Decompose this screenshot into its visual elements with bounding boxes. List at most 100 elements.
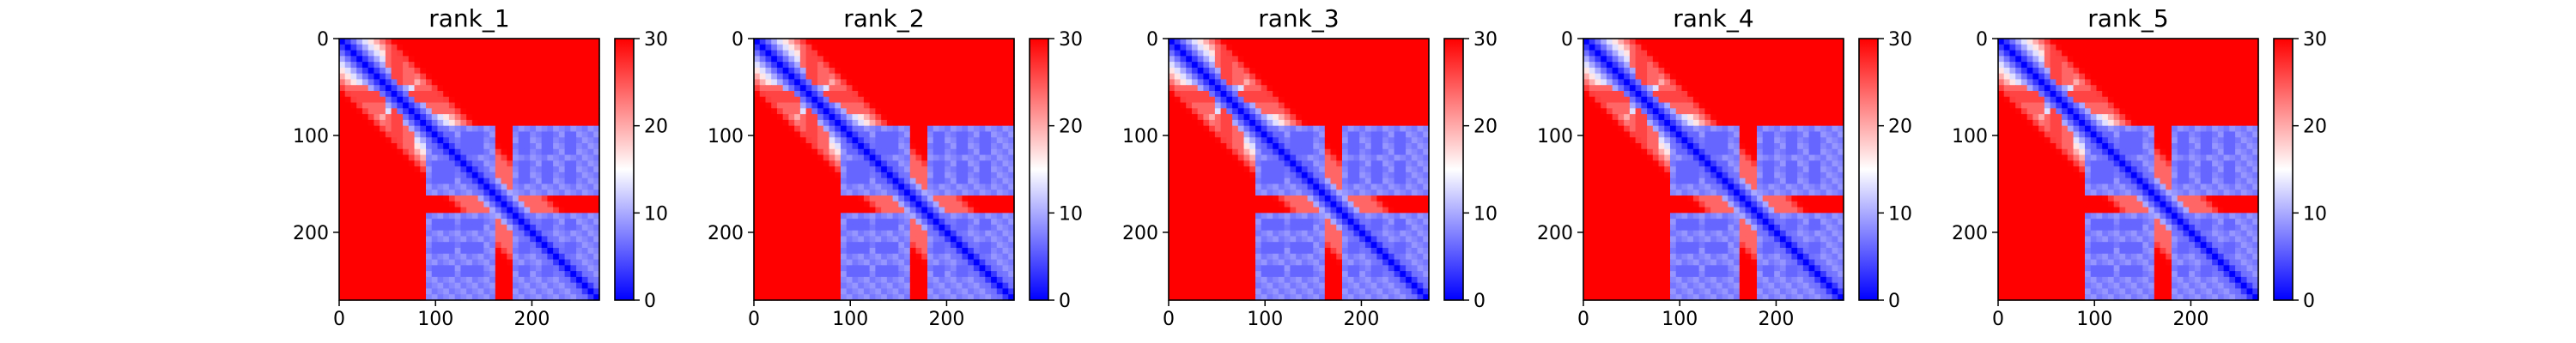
heatmap-cell: [956, 125, 963, 133]
heatmap-cell: [892, 201, 899, 208]
heatmap-cell: [933, 276, 940, 284]
heatmap-cell: [915, 224, 922, 232]
heatmap-cell: [835, 276, 841, 284]
heatmap-cell: [1296, 119, 1303, 127]
x-tick-label: 200: [513, 309, 550, 330]
heatmap-cell: [1307, 143, 1314, 150]
heatmap-cell: [431, 102, 439, 109]
heatmap-cell: [863, 271, 871, 278]
heatmap-cell: [483, 114, 490, 121]
heatmap-cell: [1342, 96, 1349, 104]
heatmap-cell: [466, 172, 473, 179]
heatmap-cell: [489, 259, 496, 266]
heatmap-cell: [547, 271, 554, 278]
heatmap-cell: [852, 108, 859, 115]
heatmap-cell: [829, 259, 835, 266]
heatmap-cell: [495, 288, 502, 295]
heatmap-cell: [909, 131, 917, 138]
heatmap-cell: [794, 172, 801, 179]
heatmap-cell: [1169, 67, 1176, 75]
heatmap-cell: [875, 73, 882, 81]
heatmap-cell: [863, 294, 871, 301]
heatmap-cell: [846, 230, 854, 238]
heatmap-cell: [385, 137, 392, 144]
heatmap-cell: [448, 50, 456, 57]
heatmap-cell: [1301, 125, 1309, 133]
heatmap-cell: [956, 154, 963, 161]
heatmap-cell: [443, 236, 450, 243]
heatmap-cell: [915, 265, 922, 272]
heatmap-cell: [829, 207, 835, 214]
heatmap-cell: [858, 143, 865, 150]
heatmap-cell: [1243, 85, 1250, 92]
heatmap-cell: [1278, 56, 1285, 63]
heatmap-cell: [985, 62, 992, 69]
heatmap-cell: [909, 79, 917, 86]
heatmap-cell: [754, 148, 761, 156]
heatmap-cell: [904, 288, 911, 295]
heatmap-cell: [1353, 114, 1360, 121]
heatmap-cell: [593, 276, 600, 284]
heatmap-cell: [799, 73, 807, 81]
heatmap-cell: [1180, 114, 1187, 121]
heatmap-cell: [471, 73, 479, 81]
heatmap-cell: [962, 114, 969, 121]
heatmap-cell: [477, 96, 484, 104]
heatmap-cell: [921, 96, 928, 104]
heatmap-cell: [368, 73, 374, 81]
heatmap-cell: [380, 282, 386, 290]
heatmap-cell: [570, 196, 577, 202]
heatmap-cell: [794, 166, 801, 173]
heatmap-cell: [541, 119, 548, 127]
heatmap-cell: [414, 96, 421, 104]
heatmap-cell: [1417, 131, 1424, 138]
heatmap-cell: [507, 219, 513, 226]
heatmap-cell: [858, 172, 865, 179]
heatmap-cell: [1220, 62, 1227, 69]
heatmap-cell: [530, 213, 537, 220]
heatmap-cell: [996, 148, 1004, 156]
heatmap-cell: [397, 172, 404, 179]
heatmap-cell: [1417, 91, 1424, 98]
heatmap-cell: [904, 143, 911, 150]
heatmap-cell: [593, 91, 600, 98]
heatmap-cell: [754, 236, 761, 243]
heatmap-cell: [1226, 62, 1233, 69]
heatmap-cell: [570, 219, 577, 226]
heatmap-cell: [448, 224, 456, 232]
heatmap-cell: [933, 102, 940, 109]
heatmap-cell: [483, 213, 490, 220]
heatmap-cell: [950, 196, 957, 202]
heatmap-cell: [927, 56, 934, 63]
heatmap-cell: [875, 288, 882, 295]
heatmap-cell: [846, 253, 854, 261]
heatmap-cell: [765, 119, 772, 127]
heatmap-cell: [414, 131, 421, 138]
heatmap-cell: [1261, 96, 1268, 104]
heatmap-cell: [886, 259, 894, 266]
heatmap-cell: [408, 62, 416, 69]
heatmap-cell: [1209, 96, 1216, 104]
heatmap-cell: [368, 248, 374, 255]
heatmap-cell: [437, 172, 444, 179]
heatmap-cell: [979, 91, 986, 98]
heatmap-cell: [939, 96, 945, 104]
heatmap-cell: [835, 148, 841, 156]
heatmap-cell: [1324, 125, 1332, 133]
heatmap-cell: [841, 131, 848, 138]
heatmap-cell: [391, 288, 398, 295]
heatmap-cell: [593, 125, 600, 133]
heatmap-cell: [576, 154, 583, 161]
heatmap-cell: [956, 248, 963, 255]
heatmap-cell: [933, 178, 940, 185]
heatmap-cell: [1296, 108, 1303, 115]
heatmap-cell: [1284, 131, 1291, 138]
heatmap-cell: [558, 137, 566, 144]
heatmap-cell: [950, 276, 957, 284]
heatmap-cell: [841, 50, 848, 57]
heatmap-cell: [524, 143, 531, 150]
heatmap-cell: [1261, 44, 1268, 51]
heatmap-cell: [939, 276, 945, 284]
heatmap-cell: [881, 125, 888, 133]
heatmap-cell: [448, 230, 456, 238]
